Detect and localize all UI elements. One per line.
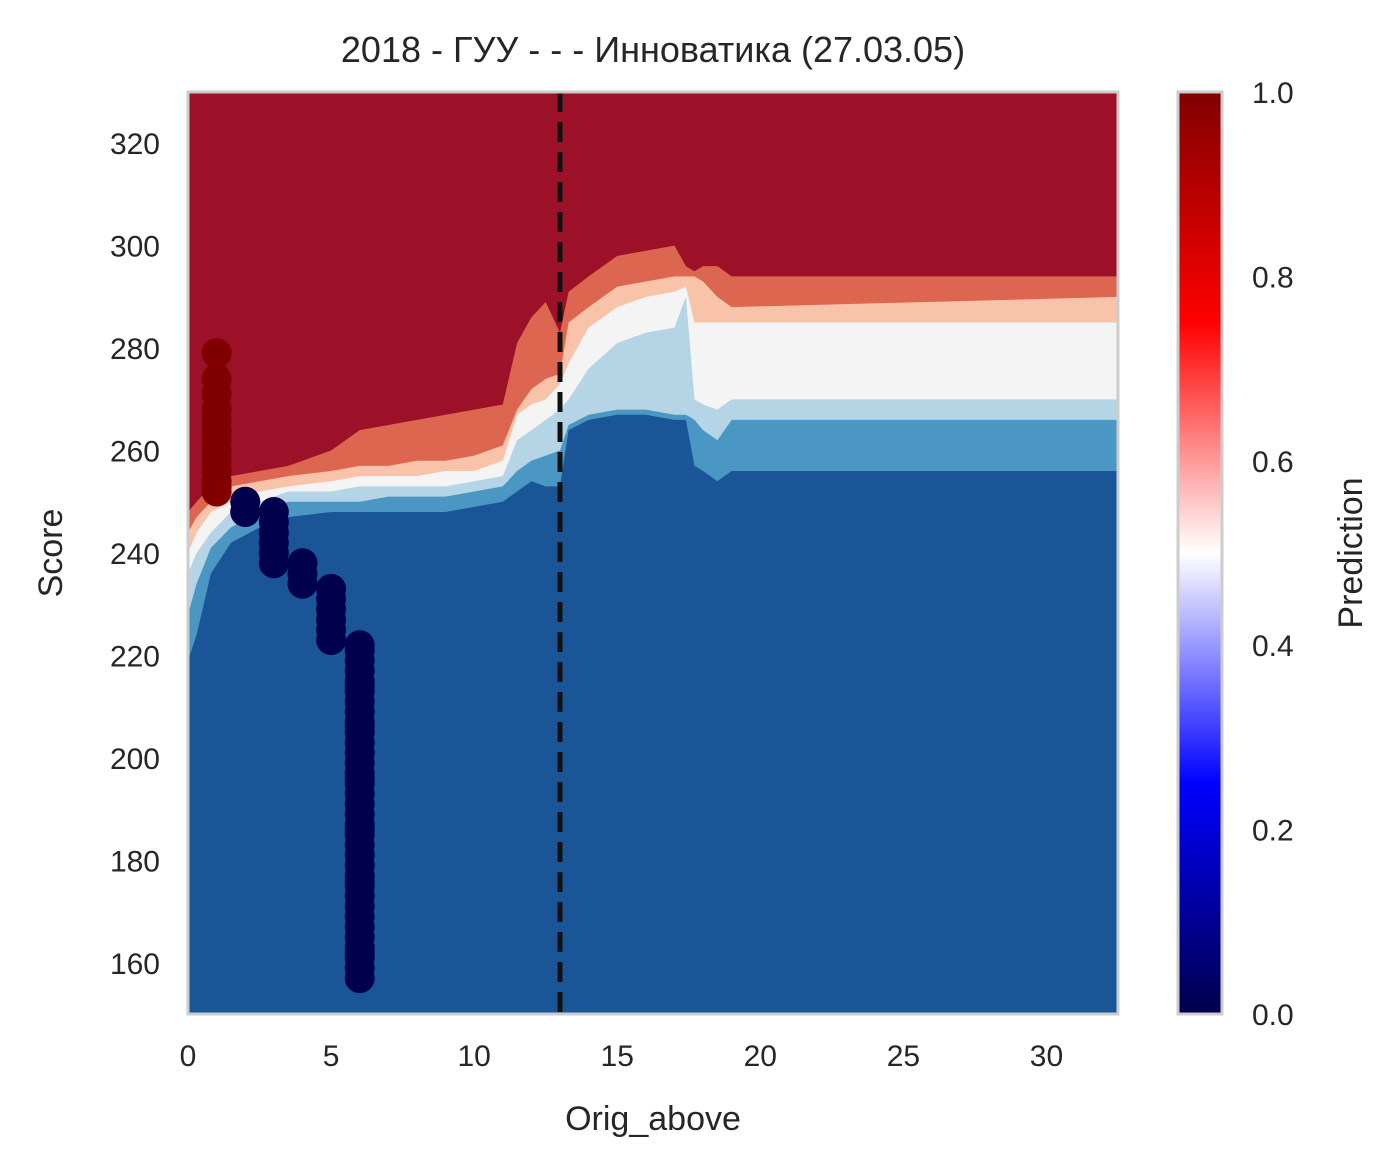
y-tick-label: 220 (110, 640, 160, 673)
scatter-point-class-0 (258, 548, 289, 579)
y-tick-label: 260 (110, 436, 160, 469)
colorbar-gradient (1176, 90, 1224, 1016)
y-axis-label: Score (32, 509, 70, 598)
chart-title: 2018 - ГУУ - - - Инноватика (27.03.05) (341, 29, 965, 70)
x-tick-label: 10 (457, 1040, 490, 1073)
x-tick-label: 0 (180, 1040, 197, 1073)
colorbar-ticks: 0.0 0.2 0.4 0.6 0.8 1.0 (1252, 77, 1294, 1032)
scatter-point-class-0 (344, 937, 375, 968)
colorbar: 0.0 0.2 0.4 0.6 0.8 1.0 Prediction (1176, 77, 1370, 1032)
x-axis-ticks: 0 5 10 15 20 25 30 (180, 1040, 1063, 1073)
colorbar-tick-label: 0.4 (1252, 630, 1294, 663)
plot-area (188, 92, 1118, 1014)
y-axis-ticks: 160 180 200 220 240 260 280 300 320 (110, 128, 160, 981)
scatter-point-class-0 (344, 865, 375, 896)
scatter-point-class-0 (316, 625, 347, 656)
x-tick-label: 30 (1030, 1040, 1063, 1073)
scatter-point-class-0 (230, 497, 261, 528)
y-tick-label: 180 (110, 845, 160, 878)
contour-band-6 (188, 92, 1118, 513)
scatter-point-class-1 (201, 476, 232, 507)
colorbar-label: Prediction (1332, 477, 1370, 628)
x-tick-label: 25 (887, 1040, 920, 1073)
scatter-point-class-0 (344, 712, 375, 743)
x-tick-label: 15 (601, 1040, 634, 1073)
colorbar-tick-label: 0.0 (1252, 999, 1294, 1032)
colorbar-tick-label: 0.8 (1252, 261, 1294, 294)
scatter-point-class-0 (344, 814, 375, 845)
y-tick-label: 300 (110, 231, 160, 264)
scatter-point-class-0 (344, 963, 375, 994)
scatter-point-class-1 (201, 338, 232, 369)
scatter-points (201, 338, 375, 994)
scatter-point-class-0 (344, 671, 375, 702)
colorbar-tick-label: 1.0 (1252, 77, 1294, 110)
plot-frame (186, 90, 1120, 1016)
y-tick-label: 320 (110, 128, 160, 161)
scatter-point-class-0 (287, 568, 318, 599)
y-tick-label: 280 (110, 333, 160, 366)
colorbar-tick-label: 0.2 (1252, 815, 1294, 848)
colorbar-tick-label: 0.6 (1252, 446, 1294, 479)
contour-regions (188, 92, 1118, 661)
y-tick-label: 160 (110, 948, 160, 981)
y-tick-label: 240 (110, 538, 160, 571)
y-tick-label: 200 (110, 743, 160, 776)
x-axis-label: Orig_above (565, 1100, 741, 1138)
x-tick-label: 20 (744, 1040, 777, 1073)
x-tick-label: 5 (323, 1040, 340, 1073)
scatter-point-class-0 (344, 763, 375, 794)
scatter-point-class-0 (344, 635, 375, 666)
